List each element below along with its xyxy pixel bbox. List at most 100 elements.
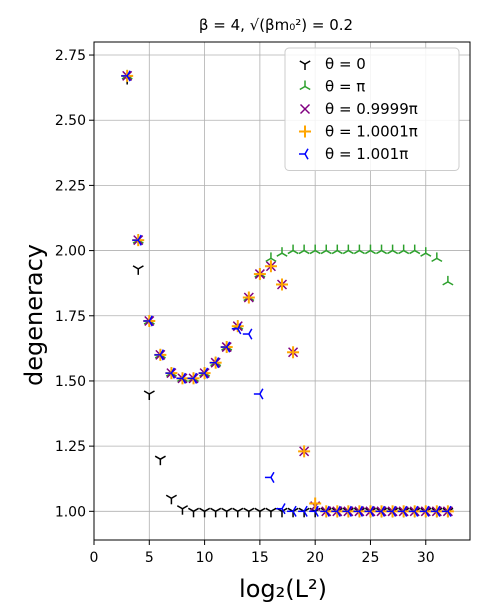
plot-frame <box>93 41 471 541</box>
data-point <box>176 505 189 515</box>
x-tick-label: 0 <box>90 550 99 566</box>
data-point <box>276 278 288 291</box>
data-point <box>398 244 410 255</box>
data-point <box>431 252 443 263</box>
data-point <box>442 275 454 286</box>
data-point <box>143 315 153 327</box>
data-point <box>165 494 177 505</box>
legend-marker <box>299 103 311 115</box>
legend-label: θ = 1.0001π <box>325 123 418 141</box>
data-point <box>397 505 408 517</box>
data-point <box>298 244 310 255</box>
data-point <box>143 390 155 400</box>
data-point <box>441 505 452 517</box>
data-marks <box>121 69 454 518</box>
legend-label: θ = π <box>325 78 365 96</box>
data-point <box>287 244 299 255</box>
y-tick-label: 1.00 <box>55 504 86 520</box>
data-point <box>419 505 430 517</box>
legend: θ = 0 θ = π θ = 0.9999π θ = 1.0001π θ = 1.00… <box>284 47 460 171</box>
legend-item: θ = 0 <box>299 55 366 73</box>
data-point <box>265 252 277 263</box>
y-tick-label: 2.00 <box>55 244 86 260</box>
data-point <box>276 247 288 257</box>
x-tick-label: 20 <box>306 550 324 566</box>
legend-marker <box>299 80 311 91</box>
data-point <box>331 505 341 517</box>
data-point <box>342 505 353 517</box>
data-point <box>242 291 255 304</box>
legend-label: θ = 0 <box>325 55 366 73</box>
data-point <box>331 244 343 255</box>
data-point <box>353 244 365 255</box>
data-point <box>287 505 297 517</box>
data-point <box>154 349 165 361</box>
data-point <box>165 367 176 379</box>
series-4 <box>121 70 452 517</box>
y-tick-label: 2.75 <box>55 48 86 64</box>
data-point <box>375 505 386 517</box>
data-point <box>409 244 421 255</box>
data-point <box>353 505 364 517</box>
data-point <box>210 507 222 518</box>
data-point <box>242 328 253 340</box>
data-point <box>253 268 266 281</box>
legend-marker <box>299 60 311 70</box>
data-point <box>253 388 264 400</box>
data-point <box>309 505 319 517</box>
data-point <box>264 260 277 273</box>
data-point <box>408 505 419 517</box>
data-point <box>198 367 209 379</box>
data-point <box>187 372 198 384</box>
legend-item: θ = π <box>299 78 365 96</box>
legend-label: θ = 0.9999π <box>325 100 418 118</box>
data-point <box>364 244 377 255</box>
y-tick-label: 2.50 <box>55 113 86 129</box>
data-point <box>121 70 131 82</box>
data-point <box>364 505 375 517</box>
y-tick-label: 1.75 <box>55 309 86 325</box>
legend-box <box>284 47 460 171</box>
data-point <box>176 372 187 384</box>
data-point <box>287 346 300 359</box>
data-point <box>220 341 231 353</box>
data-point <box>132 234 142 246</box>
y-axis-label: degeneracy <box>20 244 48 386</box>
data-point <box>199 507 211 518</box>
data-point <box>298 445 311 458</box>
chart-title: β = 4, √(βm₀²) = 0.2 <box>199 16 353 34</box>
legend-item: θ = 1.0001π <box>299 123 418 141</box>
legend-item: θ = 1.001π <box>299 145 408 163</box>
data-point <box>430 505 441 517</box>
data-point <box>298 505 308 517</box>
data-point <box>209 357 220 369</box>
data-point <box>187 507 200 518</box>
data-point <box>342 244 354 255</box>
data-point <box>320 244 332 255</box>
data-point <box>231 323 242 335</box>
data-point <box>320 505 330 517</box>
data-point <box>132 265 144 275</box>
axes: 0 5 10 15 20 25 30 1.00 1.25 1.50 1.75 2.00 2.25 2.50… <box>55 41 471 566</box>
x-tick-label: 30 <box>417 550 435 566</box>
legend-item: θ = 0.9999π <box>299 100 418 118</box>
x-tick-label: 5 <box>145 550 154 566</box>
data-point <box>386 505 397 517</box>
data-point <box>309 244 321 255</box>
x-tick-label: 25 <box>362 550 380 566</box>
data-point <box>276 503 286 515</box>
data-point <box>221 507 233 518</box>
data-point <box>265 507 277 518</box>
y-tick-label: 1.50 <box>55 374 86 390</box>
legend-marker <box>299 125 311 138</box>
data-point <box>243 507 255 518</box>
data-point <box>264 471 275 483</box>
data-point <box>154 455 166 466</box>
legend-label: θ = 1.001π <box>325 145 408 163</box>
data-point <box>387 244 399 255</box>
x-tick-label: 10 <box>196 550 214 566</box>
x-axis-label: log₂(L²) <box>239 575 327 603</box>
data-point <box>420 247 432 257</box>
data-point <box>309 497 322 510</box>
